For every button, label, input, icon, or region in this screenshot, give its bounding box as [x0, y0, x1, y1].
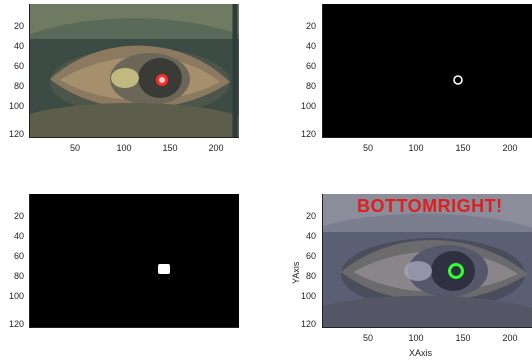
y-axis-label: YAxis	[291, 261, 301, 284]
eye-image-bottom-right	[323, 194, 532, 327]
axes-top-left	[29, 4, 239, 138]
xtick: 200	[208, 143, 224, 153]
panel-top-right: 20 40 60 80 100 120 50 100 150 200	[292, 0, 532, 170]
ytick: 40	[305, 231, 316, 241]
ytick: 100	[8, 291, 24, 301]
ytick: 20	[13, 21, 24, 31]
overlay-text: BOTTOMRIGHT!	[357, 196, 503, 216]
ytick: 20	[13, 211, 24, 221]
panel-top-left: 20 40 60 80 100 120 50 100 150 200	[0, 0, 262, 170]
xtick: 100	[116, 143, 132, 153]
ytick: 20	[305, 21, 316, 31]
panel-bottom-right: BOTTOMRIGHT! 20 40 60 80 100 120 50 100 …	[291, 190, 532, 363]
xtick: 150	[455, 333, 471, 343]
binary-mask-top-right	[323, 4, 532, 137]
axes-bottom-left	[29, 194, 239, 328]
ytick: 100	[300, 291, 316, 301]
ytick: 120	[300, 129, 316, 139]
ytick: 40	[13, 231, 24, 241]
xtick: 200	[502, 333, 518, 343]
xtick: 150	[455, 143, 471, 153]
ytick: 80	[305, 271, 316, 281]
xtick: 100	[408, 333, 424, 343]
eye-image-top-left	[30, 4, 239, 137]
ytick: 60	[305, 251, 316, 261]
panel-bottom-left: 20 40 60 80 100 120	[0, 190, 262, 360]
ytick: 40	[13, 41, 24, 51]
ytick: 120	[300, 319, 316, 329]
ytick: 60	[13, 251, 24, 261]
ytick: 100	[300, 101, 316, 111]
xtick: 50	[362, 333, 373, 343]
ytick: 120	[8, 129, 24, 139]
ytick: 80	[13, 81, 24, 91]
xtick: 100	[408, 143, 424, 153]
axes-bottom-right: BOTTOMRIGHT!	[322, 194, 532, 328]
x-axis-label: XAxis	[409, 348, 433, 358]
xtick: 50	[362, 143, 373, 153]
ytick: 120	[8, 319, 24, 329]
ytick: 60	[305, 61, 316, 71]
xtick: 200	[502, 143, 518, 153]
ytick: 100	[8, 101, 24, 111]
ytick: 80	[305, 81, 316, 91]
ytick: 40	[305, 41, 316, 51]
xtick: 150	[162, 143, 178, 153]
ytick: 20	[305, 211, 316, 221]
ytick: 60	[13, 61, 24, 71]
binary-mask-bottom-left	[30, 194, 239, 327]
xtick: 50	[69, 143, 80, 153]
axes-top-right	[322, 4, 532, 138]
ytick: 80	[13, 271, 24, 281]
